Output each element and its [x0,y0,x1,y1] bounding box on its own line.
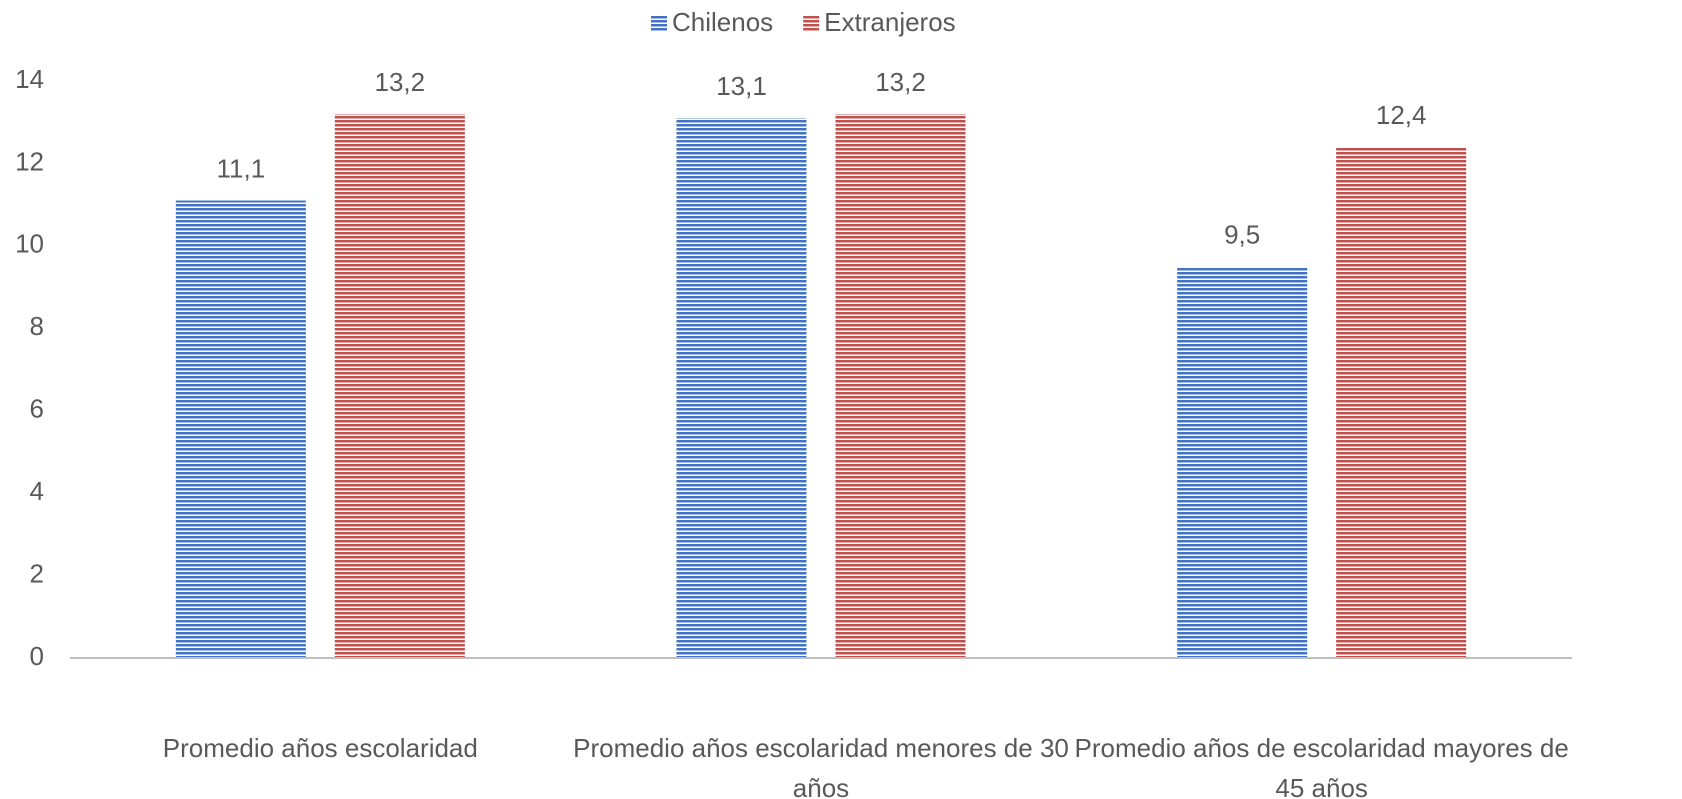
bar [676,118,807,659]
y-tick-label: 8 [30,311,44,341]
x-tick-label: Promedio años escolaridad menores de 30 … [573,733,1069,799]
data-label: 13,2 [875,67,926,97]
data-label: 12,4 [1376,100,1427,130]
legend-label: Extranjeros [824,7,956,37]
x-tick-label: Promedio años de escolaridad mayores de … [1074,733,1569,799]
legend-swatch [651,15,667,31]
y-tick-label: 0 [30,641,44,671]
bar [835,113,966,658]
data-label: 13,2 [375,67,426,97]
y-tick-label: 10 [15,229,44,259]
legend-swatch [803,15,820,31]
y-tick-label: 4 [30,476,44,506]
data-label: 13,1 [716,71,767,101]
y-tick-label: 2 [30,558,44,588]
y-tick-label: 6 [30,394,44,424]
data-label: 11,1 [216,153,265,183]
bar [1336,146,1467,658]
bar [175,200,306,658]
data-label: 9,5 [1224,219,1260,249]
y-tick-label: 14 [15,64,44,94]
legend-label: Chilenos [672,7,773,37]
bar [1177,266,1308,658]
bar [334,113,465,658]
x-tick-label: Promedio años escolaridad [162,733,478,763]
y-tick-label: 12 [15,146,44,176]
